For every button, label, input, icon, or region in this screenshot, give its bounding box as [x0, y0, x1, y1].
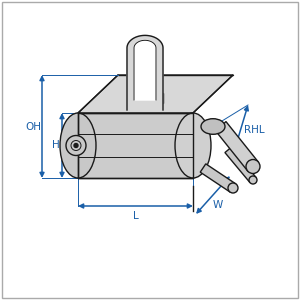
Polygon shape — [128, 93, 135, 103]
Ellipse shape — [249, 176, 257, 184]
Text: RHL: RHL — [244, 125, 265, 135]
Polygon shape — [225, 147, 256, 183]
Ellipse shape — [201, 119, 225, 134]
Ellipse shape — [60, 113, 96, 178]
Circle shape — [74, 143, 78, 148]
Text: H: H — [52, 140, 60, 151]
Circle shape — [66, 136, 86, 155]
Polygon shape — [127, 35, 163, 110]
Text: L: L — [133, 211, 138, 221]
Polygon shape — [78, 113, 193, 178]
Polygon shape — [156, 93, 163, 103]
Ellipse shape — [175, 113, 211, 178]
Polygon shape — [134, 40, 156, 100]
Text: OH: OH — [25, 122, 41, 131]
Text: W: W — [213, 200, 223, 210]
Polygon shape — [216, 122, 258, 171]
Polygon shape — [200, 164, 236, 192]
Ellipse shape — [228, 183, 238, 193]
Ellipse shape — [246, 160, 260, 173]
Polygon shape — [78, 75, 233, 113]
